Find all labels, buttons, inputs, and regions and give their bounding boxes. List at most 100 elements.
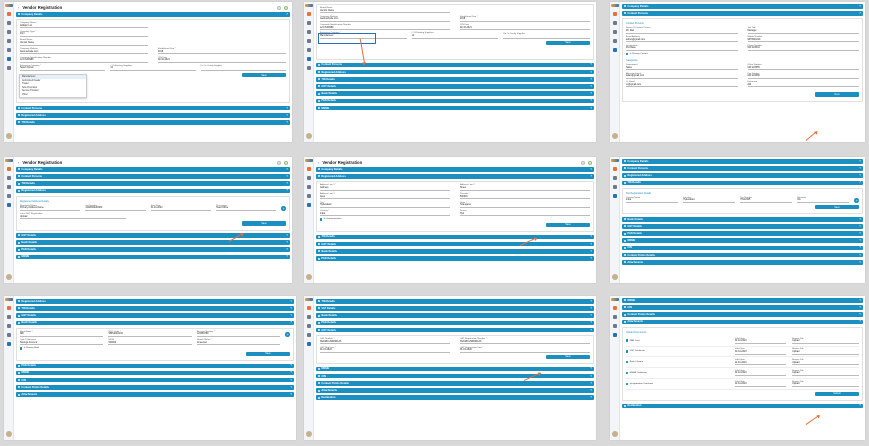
section-gst-details[interactable]: GST Details ˅	[16, 233, 290, 238]
back-icon[interactable]: ‹	[18, 160, 20, 165]
address-line-1-input[interactable]: Address	[320, 187, 450, 191]
document-checkbox[interactable]	[626, 350, 629, 353]
users-icon[interactable]	[612, 185, 617, 189]
section-contact-persons[interactable]: Contact Persons ˅	[16, 105, 290, 111]
section-declaration[interactable]: Declaration ˅	[316, 395, 594, 401]
section-tin-details[interactable]: TIN Details ˅	[16, 120, 290, 125]
enterprise-category-select[interactable]: Select Option	[20, 67, 106, 71]
gst-number-input[interactable]: 36AABCU9603R1ZX	[320, 341, 450, 345]
cin-date-input[interactable]: 02-10-2021	[158, 59, 286, 63]
section-pan[interactable]: PAN Details ˅	[316, 320, 594, 326]
dropdown-option[interactable]: Sole Proprietor	[22, 86, 38, 89]
certify-supplier-toggle[interactable]	[200, 68, 286, 71]
avatar[interactable]	[305, 274, 312, 280]
section-registered-address[interactable]: Registered Address ˅	[622, 173, 863, 178]
home-icon[interactable]	[306, 12, 311, 16]
notification-icon[interactable]	[277, 5, 281, 10]
dashboard-icon[interactable]	[612, 176, 617, 180]
section-gst-details[interactable]: GST Details ˄	[316, 327, 594, 333]
dashboard-icon[interactable]	[306, 315, 311, 319]
save-button[interactable]: Save	[546, 40, 590, 45]
gst-registration-date-input[interactable]: 01-01-2020	[460, 349, 590, 353]
corporate-id-input[interactable]: L21 8L90989	[20, 59, 148, 63]
submit-button[interactable]: Submit	[815, 391, 859, 397]
vendor-icon[interactable]	[612, 194, 617, 198]
micr-input[interactable]: 500002	[108, 342, 192, 346]
home-icon[interactable]	[612, 167, 617, 171]
section-gst-details[interactable]: GST Details ˅	[316, 84, 594, 89]
dashboard-icon[interactable]	[612, 315, 617, 319]
location-input[interactable]: Hyderabad	[683, 199, 736, 203]
gst-number-input[interactable]: 12ABCDE3456F	[85, 207, 146, 211]
section-cin[interactable]: CIN ˅	[622, 245, 863, 251]
bank-name-input[interactable]: SBI	[20, 333, 104, 337]
profile-icon[interactable]	[284, 160, 288, 165]
valid-upto-input[interactable]: 12-10-2023	[734, 351, 787, 355]
remarks-input[interactable]: NA	[797, 199, 850, 203]
branch-name-input[interactable]: Ameerpet	[196, 342, 281, 346]
city-input[interactable]: Hyderabad	[320, 204, 450, 208]
state-input[interactable]: Telangana	[460, 204, 590, 208]
section-contact-points[interactable]: Contact Points Details ˅	[316, 381, 594, 386]
section-tin-details[interactable]: TIN Details ˄	[622, 180, 863, 186]
dashboard-icon[interactable]	[306, 176, 311, 180]
section-msme[interactable]: MSME ˅	[316, 366, 594, 372]
section-bank-details[interactable]: Bank Details ˅	[316, 91, 594, 96]
upload-button[interactable]: Upload	[792, 372, 859, 377]
vendor-icon[interactable]	[612, 48, 617, 52]
dropdown-option[interactable]: Trader	[22, 83, 29, 86]
settings-icon[interactable]	[6, 48, 11, 52]
established-year-input[interactable]: 2018	[158, 51, 286, 55]
vendor-icon[interactable]	[6, 203, 11, 207]
primary-contact-checkbox[interactable]	[626, 52, 629, 56]
established-year-input[interactable]: 2018	[460, 18, 590, 22]
upload-button[interactable]: Upload	[792, 340, 859, 344]
cc-email-input[interactable]: cc@gmail.com	[626, 84, 738, 88]
avatar[interactable]	[5, 133, 12, 139]
dashboard-icon[interactable]	[6, 315, 11, 319]
save-button[interactable]: Save	[246, 351, 290, 356]
office-number-input[interactable]: 040 223355	[747, 67, 859, 71]
home-icon[interactable]	[306, 306, 311, 310]
users-icon[interactable]	[306, 185, 311, 189]
ifsc-input[interactable]: SBIN0001234	[108, 333, 192, 337]
account-number-input[interactable]: 123456789	[196, 333, 281, 337]
users-icon[interactable]	[306, 324, 311, 328]
section-msme[interactable]: MSME ˅	[16, 254, 290, 260]
brand-name-input[interactable]: Vendor Name	[20, 42, 148, 46]
add-icon[interactable]: +	[281, 206, 287, 211]
country-input[interactable]: India	[320, 213, 450, 217]
valid-upto-input[interactable]: 12-10-2023	[734, 340, 787, 344]
existing-suppliers-input[interactable]: 12	[411, 35, 499, 39]
notification-icon[interactable]	[581, 160, 585, 165]
description-input[interactable]: Head Office	[216, 207, 277, 211]
communication-checkbox[interactable]	[320, 218, 323, 221]
home-icon[interactable]	[612, 12, 617, 16]
registered-name-input[interactable]: Primary Address Name	[20, 207, 81, 211]
users-icon[interactable]	[6, 324, 11, 328]
save-button[interactable]: Save	[546, 354, 590, 360]
local-gst-upload[interactable]: Upload	[20, 216, 127, 220]
fax-input[interactable]: 040 223366	[747, 75, 859, 79]
section-contact-points[interactable]: Contact Points Details ˅	[622, 252, 863, 258]
section-company-details[interactable]: Company Details ˅	[622, 4, 863, 9]
save-button[interactable]: Save	[815, 204, 859, 210]
section-company-details[interactable]: Company Details ˅	[622, 159, 863, 164]
job-title-input[interactable]: Manager	[747, 30, 859, 34]
extension-input[interactable]: 204	[747, 84, 859, 88]
document-icon[interactable]	[6, 194, 11, 198]
section-registered-address[interactable]: Registered Address ˅	[316, 69, 594, 75]
email-input[interactable]: admin@gmail.com	[626, 39, 738, 43]
cin-date-input[interactable]: 02-10-2021	[460, 27, 590, 31]
contact-name-input[interactable]: Mr. Rao	[626, 30, 738, 34]
section-pan[interactable]: PAN Details ˅	[16, 247, 290, 253]
section-company-details[interactable]: Company Details ˄	[16, 12, 290, 17]
section-contact-persons[interactable]: Contact Persons ˅	[622, 166, 863, 171]
document-icon[interactable]	[6, 39, 11, 43]
section-gst-details[interactable]: GST Details ˅	[622, 224, 863, 229]
section-declaration[interactable]: Declaration ˅	[622, 403, 863, 409]
dashboard-icon[interactable]	[612, 21, 617, 25]
users-icon[interactable]	[612, 30, 617, 34]
designation-input[interactable]: Purchase	[626, 47, 738, 51]
vendor-icon[interactable]	[306, 57, 311, 61]
